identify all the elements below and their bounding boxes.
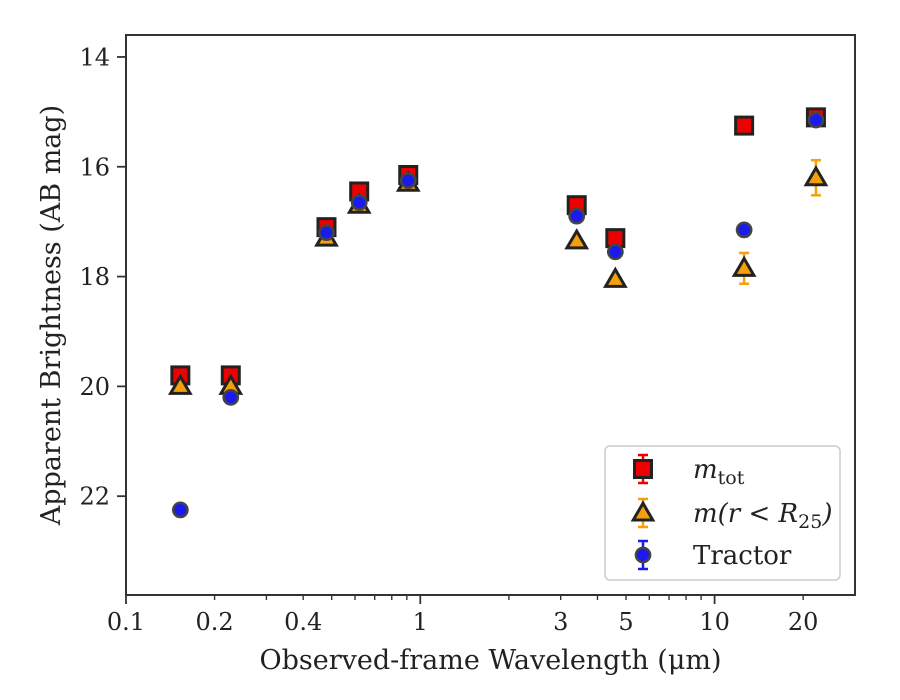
y-tick-label: 20 <box>79 373 110 401</box>
point-m-tot <box>734 115 755 136</box>
point-m-r-r-25 <box>803 164 829 187</box>
x-tick-label: 0.1 <box>107 608 145 636</box>
point-m-r-r-25 <box>731 255 757 277</box>
y-axis-title: Apparent Brightness (AB mag) <box>36 105 67 526</box>
point-tractor <box>350 194 368 211</box>
legend-frame <box>604 445 841 581</box>
y-tick-label: 16 <box>79 153 110 181</box>
point-m-r-r-25 <box>602 266 628 288</box>
plot-frame <box>125 34 856 596</box>
point-tractor <box>399 172 417 189</box>
series-m-r-r-25 <box>167 158 829 395</box>
legend-marker-m-tot <box>633 459 653 479</box>
legend-label-m-r-r-25: m(r < R25) <box>693 499 832 533</box>
legend-marker-m-r-r-25 <box>630 500 656 522</box>
legend: mtot m(r < R25) Tractor <box>604 445 841 581</box>
y-tick-label: 18 <box>79 263 110 291</box>
x-tick-label: 0.2 <box>196 608 234 636</box>
legend-marker-tractor <box>634 546 652 564</box>
point-tractor <box>318 224 335 242</box>
point-tractor <box>807 111 825 129</box>
marks-layer <box>167 107 829 519</box>
x-axis-title: Observed-frame Wavelength (μm) <box>259 645 721 676</box>
y-tick-label: 14 <box>79 43 110 71</box>
x-tick-label: 10 <box>699 608 730 636</box>
series-m-tot <box>170 107 826 386</box>
x-tick-label: 5 <box>618 608 633 636</box>
point-tractor <box>568 207 586 225</box>
x-tick-label: 3 <box>553 608 568 636</box>
point-m-r-r-25 <box>564 228 590 250</box>
point-tractor <box>735 221 753 239</box>
point-tractor <box>171 501 189 519</box>
y-tick-label: 22 <box>79 483 110 511</box>
legend-label-tractor: Tractor <box>693 541 792 571</box>
x-tick-label: 1 <box>413 608 428 636</box>
point-m-r-r-25 <box>167 373 193 395</box>
series-tractor <box>171 111 825 519</box>
point-tractor <box>222 388 240 406</box>
x-tick-label: 0.4 <box>284 608 322 636</box>
x-tick-label: 20 <box>788 608 819 636</box>
ticks-layer: 0.1 0.2 0.4 1 3 5 10 20 14 16 18 20 22 <box>79 43 818 636</box>
point-tractor <box>606 243 624 261</box>
legend-label-m-tot: mtot <box>693 455 745 489</box>
